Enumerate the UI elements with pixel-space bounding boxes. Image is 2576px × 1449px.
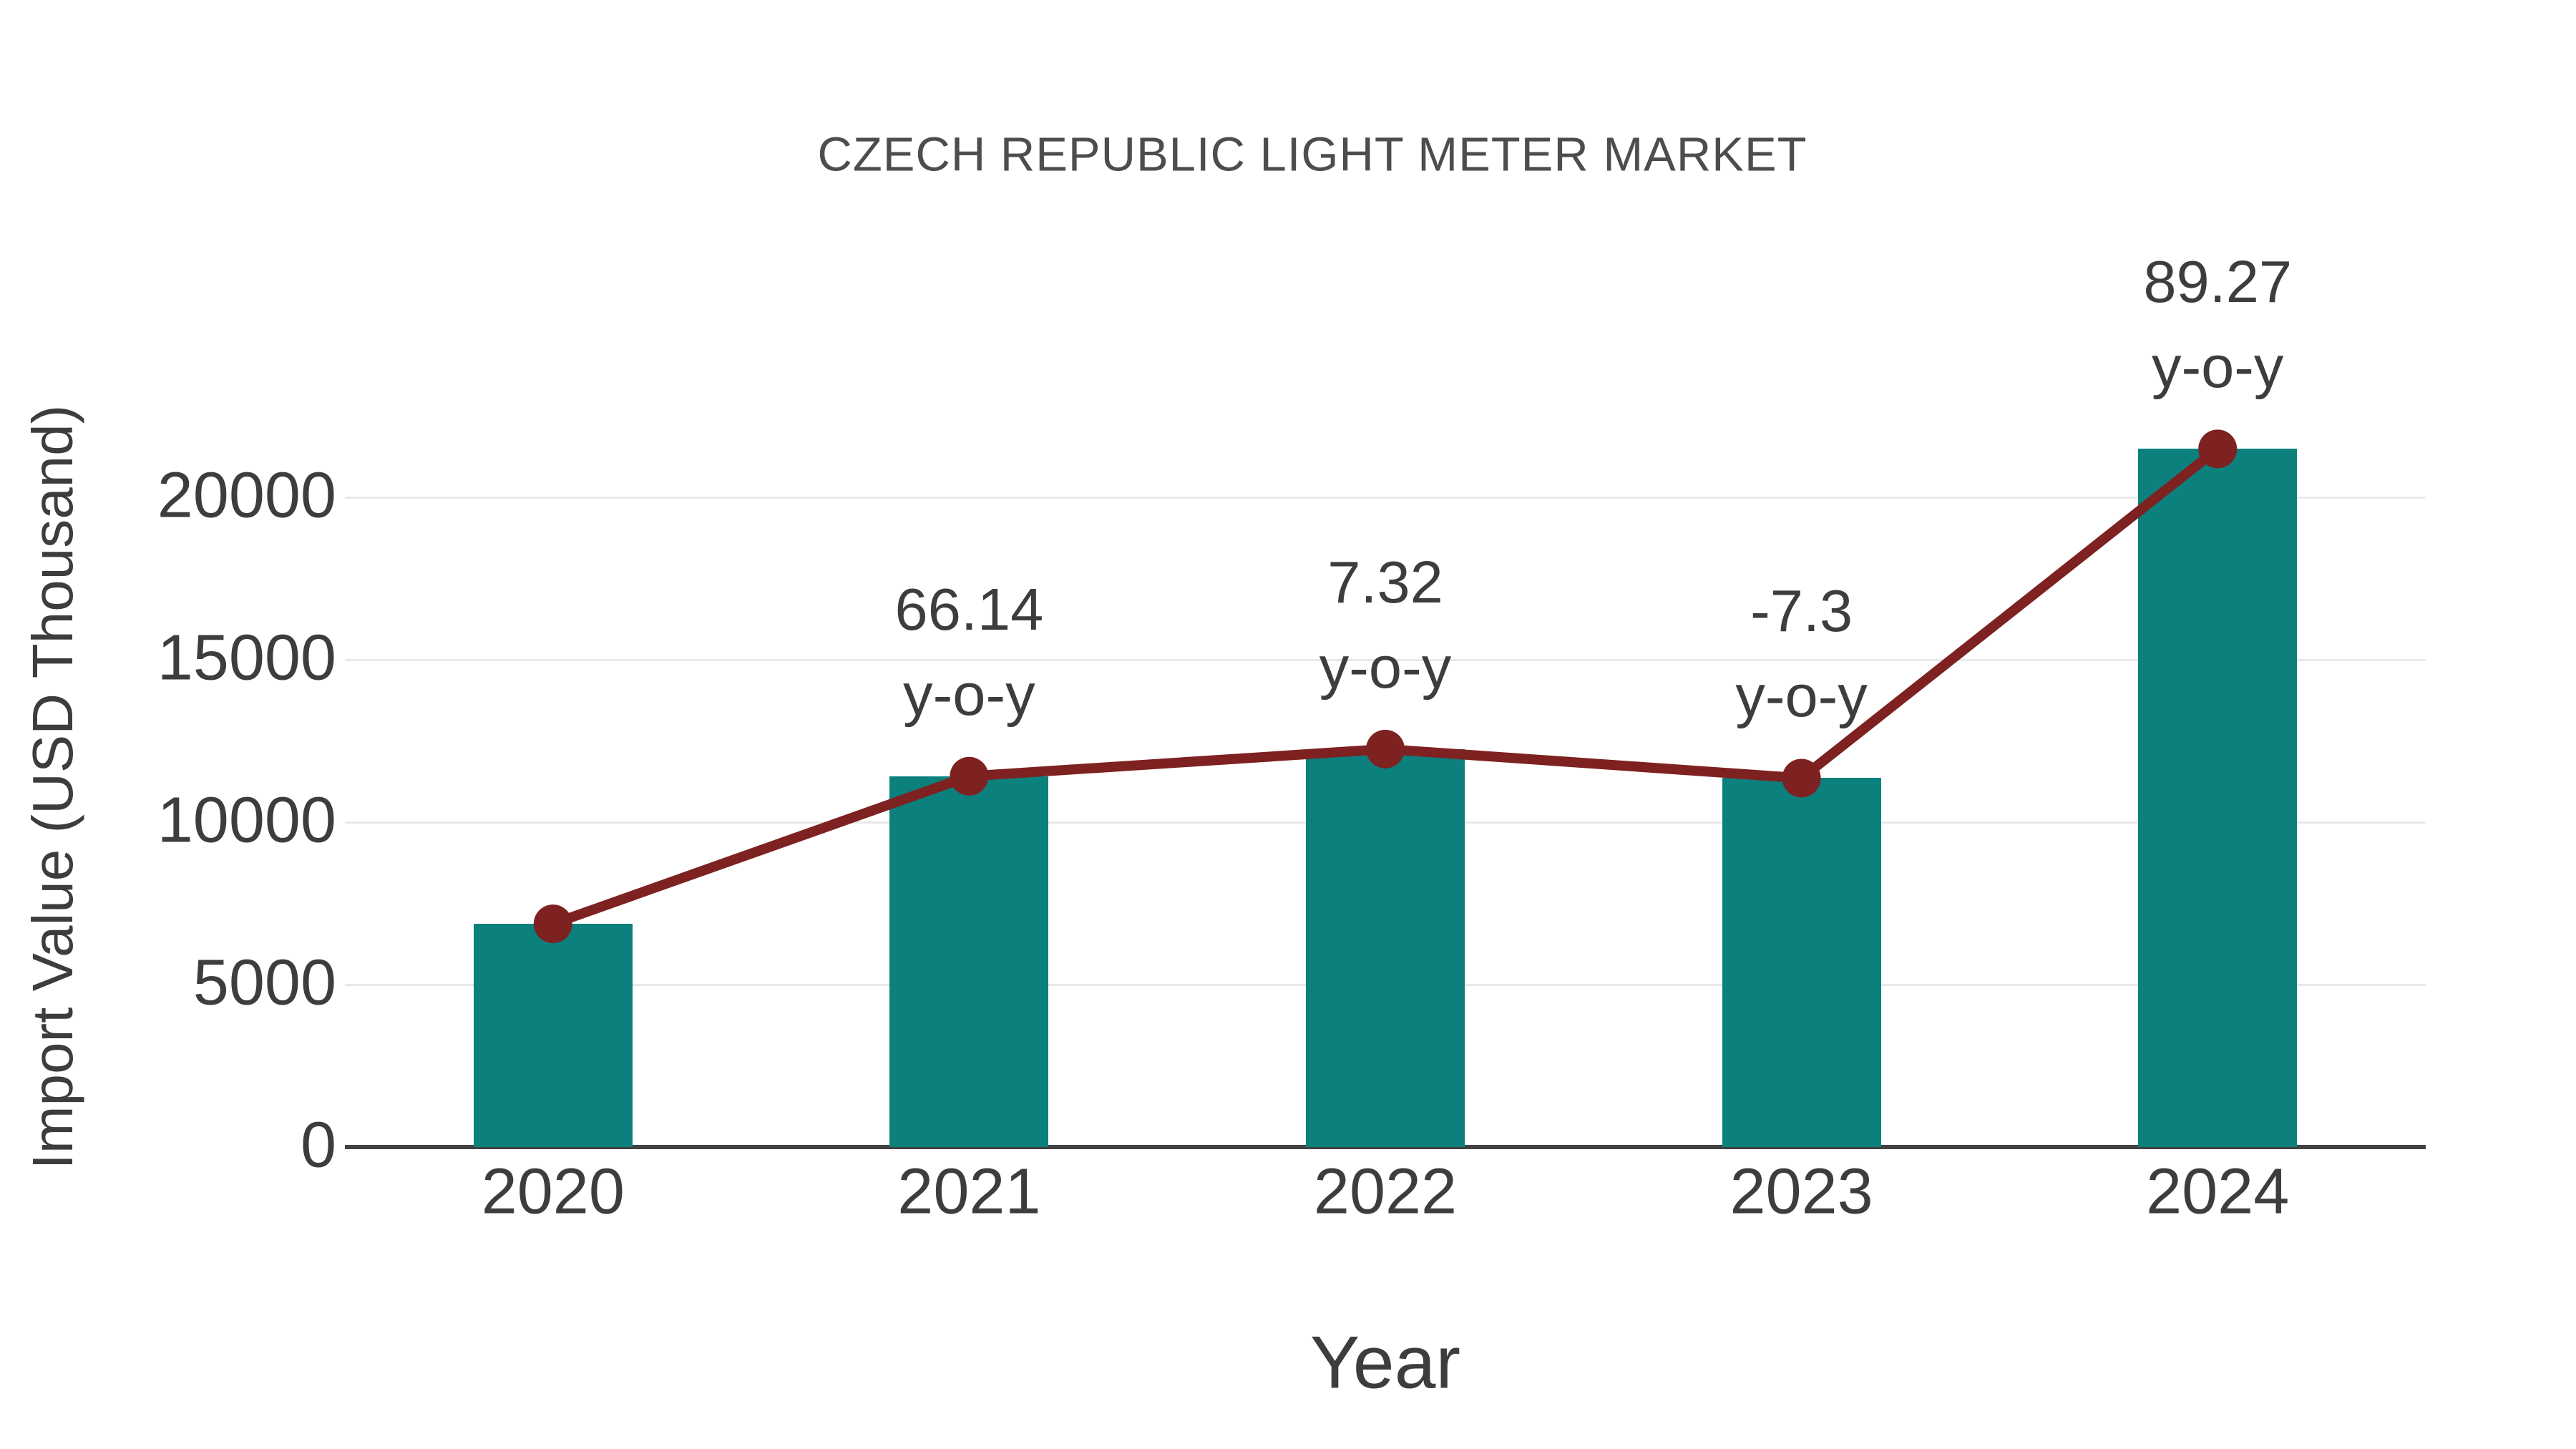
x-tick-label-2023: 2023 [1729,1156,1873,1228]
x-tick-label-2020: 2020 [481,1156,625,1228]
yoy-value-label-2023: -7.3 [1750,577,1853,645]
y-tick-label-10000: 10000 [157,784,336,857]
x-axis-line [345,1145,2426,1149]
x-tick-label-2024: 2024 [2146,1156,2290,1228]
yoy-suffix-label-2022: y-o-y [1319,633,1452,701]
yoy-value-label-2024: 89.27 [2143,248,2293,316]
x-tick-label-2022: 2022 [1313,1156,1458,1228]
bar-2024 [2138,449,2298,1147]
yoy-value-label-2022: 7.32 [1327,548,1443,615]
x-axis-title: Year [1309,1321,1461,1405]
y-tick-label-5000: 5000 [192,947,336,1019]
x-tick-label-2021: 2021 [897,1156,1041,1228]
yoy-suffix-label-2021: y-o-y [903,660,1035,728]
y-tick-label-15000: 15000 [157,622,336,694]
yoy-value-label-2021: 66.14 [894,575,1044,643]
y-tick-label-20000: 20000 [157,459,336,532]
gridline-20000 [345,496,2426,499]
chart-title: CZECH REPUBLIC LIGHT METER MARKET [817,127,1807,182]
y-tick-label-0: 0 [300,1109,336,1181]
yoy-suffix-label-2023: y-o-y [1735,663,1868,730]
bar-2020 [473,924,633,1147]
bar-2023 [1722,778,1881,1147]
bar-2022 [1306,748,1465,1147]
bar-2021 [889,776,1049,1147]
yoy-suffix-label-2024: y-o-y [2151,333,2284,401]
